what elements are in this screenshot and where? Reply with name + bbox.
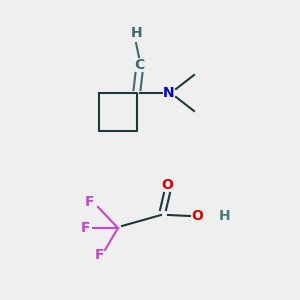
Text: C: C: [134, 58, 144, 72]
Text: N: N: [163, 86, 175, 100]
Text: F: F: [85, 195, 95, 209]
Text: O: O: [161, 178, 173, 192]
Text: H: H: [131, 26, 143, 40]
Text: F: F: [95, 248, 105, 262]
Text: F: F: [80, 221, 90, 235]
Text: H: H: [219, 209, 231, 223]
Text: O: O: [191, 209, 203, 223]
